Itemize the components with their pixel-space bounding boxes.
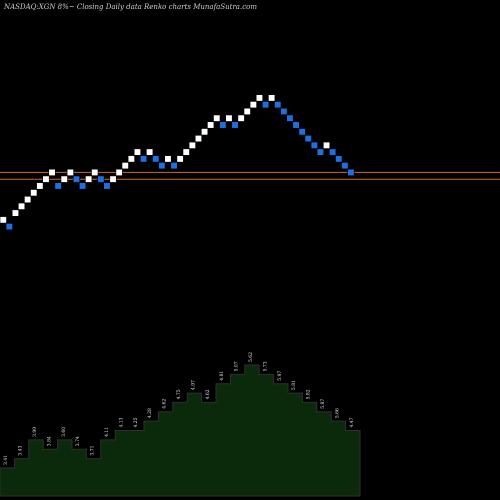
renko-brick-up (243, 107, 251, 116)
renko-brick-up (60, 175, 68, 183)
renko-brick-down (274, 101, 282, 109)
renko-brick-down (97, 175, 105, 183)
renko-brick-up (164, 155, 172, 163)
renko-brick-up (207, 121, 215, 129)
renko-brick-down (329, 148, 337, 156)
volume-label: 3.43 (18, 445, 24, 455)
renko-brick-down (231, 121, 239, 129)
renko-brick-up (146, 148, 154, 156)
renko-brick-down (298, 128, 306, 136)
renko-brick-up (213, 114, 221, 122)
renko-brick-up (109, 175, 117, 183)
reference-lines (0, 171, 500, 180)
renko-brick-down (286, 114, 294, 122)
renko-brick-up (42, 175, 50, 183)
volume-label: 5.73 (262, 361, 268, 371)
volume-label: 5.97 (277, 371, 283, 381)
volume-label: 5.62 (248, 352, 254, 362)
renko-brick-up (188, 141, 196, 149)
volume-label: 4.25 (133, 417, 139, 427)
renko-brick-down (152, 155, 160, 163)
renko-brick-up (0, 216, 7, 224)
volume-label: 4.47 (349, 417, 355, 427)
renko-brick-up (194, 134, 202, 143)
volume-label: 3.74 (75, 436, 81, 446)
renko-brick-down (261, 101, 270, 109)
renko-brick-up (66, 168, 74, 176)
renko-brick-up (115, 168, 123, 176)
renko-brick-down (280, 107, 288, 116)
volume-panel: 3.41 3.43 3.99 3.84 3.60 3.74 3.71 4.11 4.13 4.25… (0, 352, 361, 497)
renko-brick-up (176, 155, 184, 163)
volume-label: 5.81 (291, 380, 297, 390)
renko-brick-down (292, 121, 300, 129)
renko-brick-up (249, 101, 257, 109)
renko-brick-down (5, 223, 13, 231)
renko-brick-up (48, 168, 56, 176)
volume-label: 4.62 (162, 399, 168, 409)
renko-brick-up (225, 114, 233, 122)
renko-bricks (0, 94, 355, 231)
chart-title: NASDAQ:XGN 8%~ Closing Daily data Renko … (3, 3, 257, 11)
renko-brick-down (103, 182, 111, 190)
renko-brick-up (91, 168, 99, 176)
renko-brick-up (121, 162, 129, 170)
volume-label: 3.60 (61, 427, 67, 437)
renko-brick-up (237, 114, 245, 122)
renko-brick-up (201, 128, 209, 136)
renko-brick-down (335, 155, 343, 163)
renko-brick-up (36, 182, 44, 190)
renko-brick-down (72, 175, 80, 183)
renko-brick-down (304, 134, 312, 143)
renko-brick-up (17, 202, 26, 210)
renko-brick-down (347, 168, 355, 176)
volume-label: 4.13 (118, 417, 124, 427)
renko-brick-down (79, 182, 87, 190)
renko-brick-down (219, 121, 227, 129)
volume-label: 3.41 (3, 455, 9, 465)
renko-brick-up (322, 141, 331, 149)
renko-brick-up (85, 175, 93, 183)
renko-brick-down (140, 155, 148, 163)
volume-label: 5.82 (306, 389, 312, 399)
renko-brick-down (158, 162, 166, 170)
volume-label: 4.81 (219, 371, 225, 381)
renko-brick-up (133, 148, 141, 156)
volume-label: 5.66 (334, 408, 340, 418)
volume-label: 4.97 (190, 380, 196, 390)
renko-brick-down (310, 141, 318, 149)
volume-label: 5.87 (320, 399, 326, 409)
renko-brick-down (170, 162, 178, 170)
volume-label: 4.75 (176, 389, 182, 399)
volume-label: 5.07 (234, 361, 240, 371)
renko-brick-up (255, 94, 264, 102)
volume-label: 4.11 (104, 427, 110, 437)
volume-label: 3.84 (46, 436, 52, 446)
volume-label: 4.28 (147, 408, 153, 418)
renko-brick-up (127, 155, 135, 163)
volume-area (0, 364, 361, 497)
renko-brick-down (54, 182, 62, 190)
renko-brick-up (11, 209, 19, 217)
volume-label: 3.99 (32, 427, 38, 437)
renko-brick-up (24, 195, 32, 204)
renko-brick-up (182, 148, 190, 156)
renko-brick-down (316, 148, 325, 156)
renko-brick-down (341, 162, 349, 170)
renko-brick-up (30, 189, 38, 197)
renko-brick-up (268, 94, 276, 102)
volume-label: 3.71 (90, 445, 96, 455)
volume-label: 4.62 (205, 389, 211, 399)
